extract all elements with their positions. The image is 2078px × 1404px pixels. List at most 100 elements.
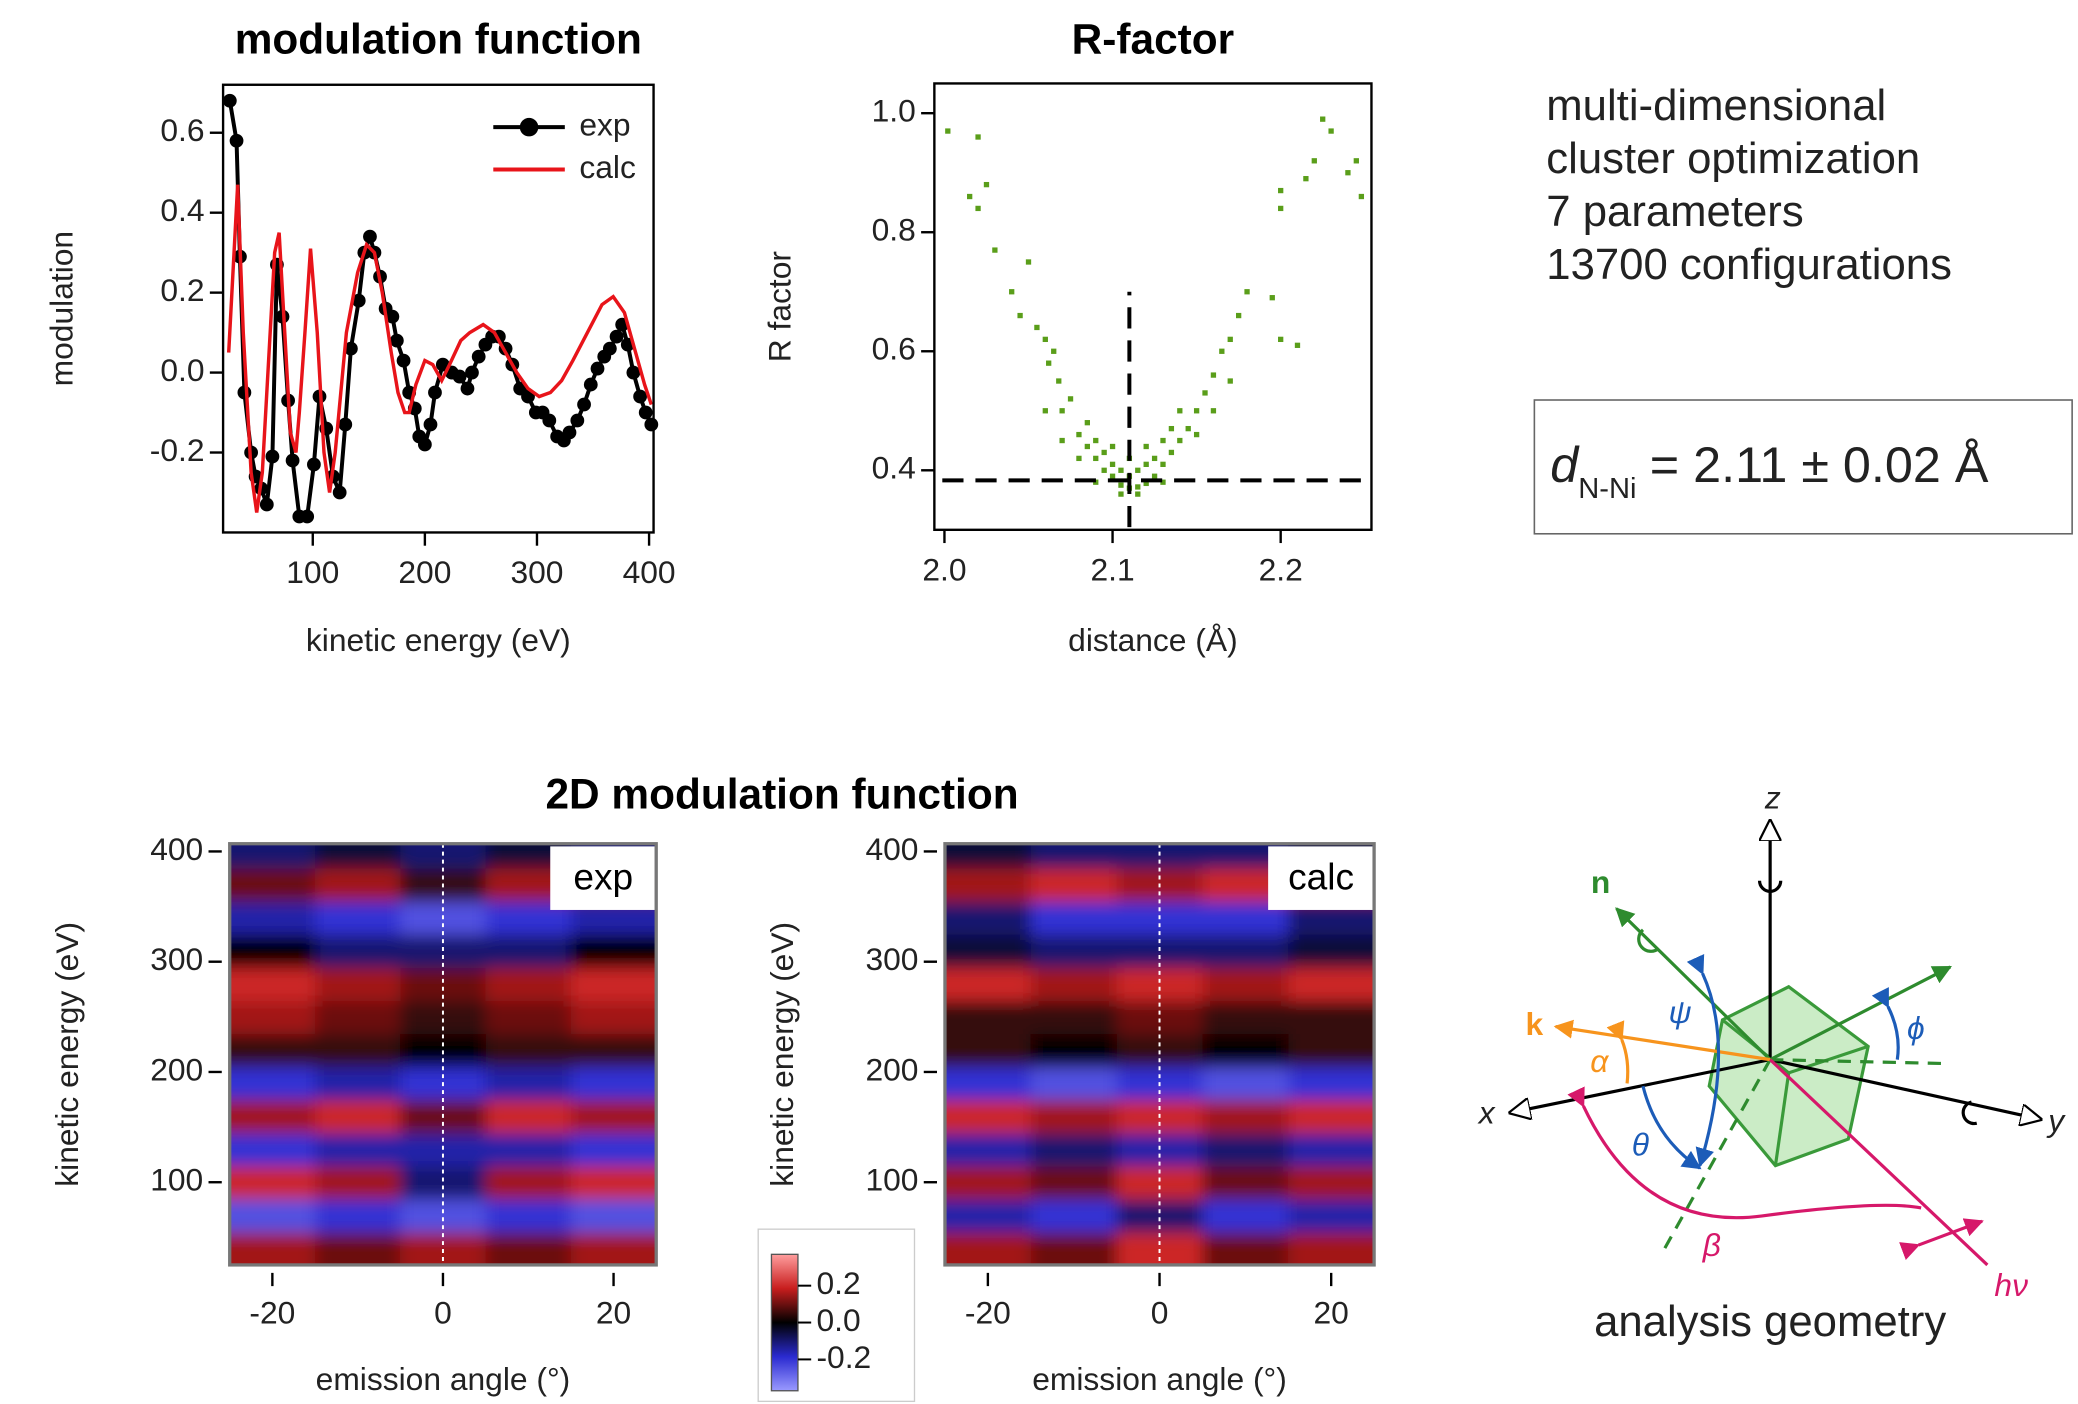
heatmap-cell — [1030, 967, 1118, 1001]
data-point — [1193, 408, 1200, 414]
heatmap-cell — [1030, 1165, 1118, 1200]
heatmap-cell — [485, 1066, 572, 1101]
data-point — [975, 205, 981, 212]
data-point — [1294, 342, 1301, 348]
data-point — [1278, 187, 1284, 194]
y-tick-label: 200 — [865, 1051, 918, 1087]
heatmap — [229, 843, 657, 1265]
data-point — [1320, 116, 1326, 122]
label-z: z — [1764, 779, 1781, 815]
x-axis — [1511, 1058, 1771, 1113]
heatmap-cell — [570, 967, 657, 1001]
heatmap-cell — [944, 967, 1032, 1001]
heatmap-cell — [315, 1000, 401, 1035]
series-line — [226, 184, 653, 513]
y-tick-label: 400 — [865, 831, 918, 867]
data-point — [237, 385, 252, 400]
data-point — [1135, 484, 1141, 490]
chart-title: modulation function — [235, 16, 642, 63]
heatmap-cell — [315, 934, 401, 968]
heatmap-cell — [1288, 1165, 1375, 1200]
label-phi: ϕ — [1907, 1010, 1925, 1046]
x-axis-label: emission angle (°) — [1032, 1361, 1287, 1397]
k-vector — [1553, 1019, 1771, 1062]
heatmap-cell — [944, 1033, 1032, 1068]
data-point — [626, 365, 641, 380]
data-point — [983, 181, 990, 188]
data-point — [465, 365, 479, 380]
heatmap-cell — [1202, 1066, 1289, 1101]
x-tick-label: 0 — [1151, 1295, 1169, 1331]
data-point — [1269, 295, 1275, 301]
data-point — [609, 329, 624, 344]
phi-arc — [1871, 987, 1900, 1060]
heatmap-cell — [570, 1198, 657, 1233]
heatmap-cell — [229, 1198, 316, 1233]
heatmap-cell — [315, 1198, 401, 1233]
data-point — [1160, 479, 1166, 485]
heatmap-cell — [1202, 934, 1289, 968]
y-tick-label: 0.6 — [872, 331, 916, 367]
y-tick-label: 0.4 — [160, 192, 204, 228]
data-point — [1353, 158, 1359, 164]
label-k: k — [1526, 1006, 1544, 1042]
data-point — [1109, 461, 1116, 467]
data-point — [1278, 336, 1284, 343]
result-subscript: N-Ni — [1578, 473, 1636, 505]
colorbar — [770, 1253, 799, 1392]
heatmap-cell — [485, 934, 572, 968]
heatmap-cell — [485, 1132, 572, 1167]
heatmap-cell — [1288, 1132, 1375, 1167]
legend-label: calc — [579, 149, 636, 185]
heatmap-cell — [1288, 967, 1375, 1001]
x-axis-label: kinetic energy (eV) — [306, 622, 571, 658]
heatmap-cell — [315, 1066, 401, 1101]
data-point — [1143, 461, 1149, 467]
colorbar-tick-label: 0.0 — [816, 1302, 860, 1338]
data-point — [945, 128, 951, 134]
heatmap-cell — [400, 843, 487, 869]
plot-frame — [933, 82, 1373, 532]
data-point — [1046, 360, 1052, 366]
data-point — [1168, 449, 1175, 456]
heatmap-cells — [229, 843, 657, 1265]
y-axis-label: kinetic energy (eV) — [764, 922, 800, 1187]
data-point — [602, 341, 617, 356]
rotation — [1961, 1100, 1978, 1126]
heatmap-cell — [315, 867, 401, 902]
x-tick-label: 2.1 — [1090, 552, 1134, 588]
label-n: n — [1591, 864, 1610, 900]
heatmap-cell — [315, 1099, 401, 1134]
plot-frame — [228, 842, 658, 1267]
heatmap-cell — [944, 1000, 1032, 1035]
heatmap-cell — [570, 1132, 657, 1167]
heatmap-cell — [944, 901, 1032, 935]
data-point — [265, 449, 280, 464]
label-theta: θ — [1632, 1126, 1649, 1162]
data-point — [633, 389, 647, 404]
heatmap-cell — [944, 843, 1032, 869]
heatmap-cell — [229, 1165, 316, 1200]
legend-marker — [519, 117, 539, 137]
heatmap-cell — [944, 1099, 1032, 1134]
alpha-arc — [1606, 1020, 1630, 1084]
heatmap-cell — [1030, 1198, 1118, 1233]
label-x: x — [1477, 1095, 1496, 1131]
colorbar-tick-label: -0.2 — [816, 1339, 871, 1375]
data-point — [1135, 467, 1141, 473]
heatmap-cell — [315, 1231, 401, 1265]
label-psi: ψ — [1669, 994, 1692, 1030]
data-point — [1160, 461, 1166, 467]
y-tick-label: -0.2 — [150, 432, 205, 468]
data-point — [1235, 312, 1242, 319]
heatmap-cell — [485, 1231, 572, 1265]
data-point — [1009, 289, 1015, 295]
heatmap-cell — [229, 1066, 316, 1101]
data-point — [332, 485, 347, 500]
x-tick-label: 2.0 — [922, 552, 966, 588]
chart-title: R-factor — [1072, 16, 1234, 63]
data-point — [1118, 482, 1124, 488]
label-box — [1268, 846, 1373, 910]
polarization — [1899, 1218, 1984, 1261]
data-point — [338, 417, 353, 432]
